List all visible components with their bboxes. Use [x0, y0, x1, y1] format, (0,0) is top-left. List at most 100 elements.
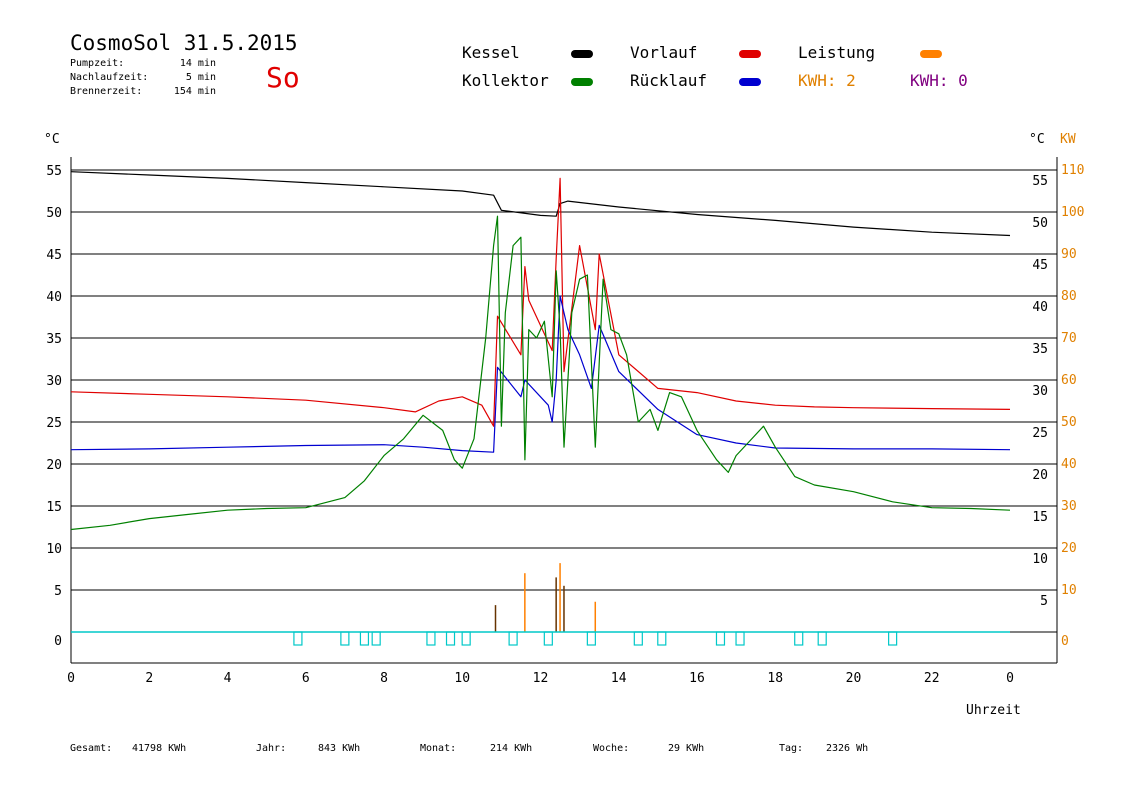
y-axis-unit-left: °C	[44, 132, 60, 147]
y-tick-right: 45	[1032, 258, 1048, 273]
y-tick-left: 10	[46, 542, 62, 557]
y-tick-right: 10	[1032, 552, 1048, 567]
y2-tick: 80	[1061, 289, 1077, 304]
legend-vorlauf-swatch	[739, 50, 761, 58]
legend-ruecklauf-label: Rücklauf	[630, 71, 708, 90]
y2-axis-unit: KW	[1060, 132, 1076, 147]
chart-title: CosmoSol 31.5.2015	[70, 31, 298, 55]
pump-pulse	[445, 631, 456, 646]
legend-kessel-label: Kessel	[462, 43, 520, 62]
y-tick-right: 40	[1032, 300, 1048, 315]
y-tick-right: 25	[1032, 426, 1048, 441]
series-line-vorlauf	[70, 177, 1011, 427]
x-tick: 10	[454, 671, 470, 686]
legend-kwh1: KWH: 2	[798, 71, 856, 90]
y2-tick: 110	[1061, 163, 1084, 178]
footer-monat-label: Monat:	[420, 743, 457, 754]
x-axis-label: Uhrzeit	[966, 703, 1021, 718]
series-lines	[70, 171, 1011, 531]
pump-pulse	[371, 631, 381, 646]
pump-indicator	[71, 631, 1010, 646]
y-tick-left: 30	[46, 374, 62, 389]
legend-ruecklauf-swatch	[739, 78, 761, 86]
footer-monat-value: 214 KWh	[490, 743, 533, 754]
y-tick-left: 35	[46, 332, 62, 347]
y2-tick: 10	[1061, 583, 1077, 598]
pump-pulse	[794, 631, 804, 646]
x-tick: 2	[145, 671, 153, 686]
x-tick: 14	[611, 671, 627, 686]
y-tick-left: 15	[46, 500, 62, 515]
grid-lines	[71, 169, 1057, 633]
pumpzeit-label: Pumpzeit:	[70, 58, 125, 69]
y-tick-left: 45	[46, 248, 62, 263]
y-tick-left: 0	[54, 634, 62, 649]
footer-tag-value: 2326 Wh	[826, 743, 869, 754]
footer-woche-value: 29 KWh	[668, 743, 705, 754]
y2-tick: 50	[1061, 415, 1077, 430]
y2-tick: 60	[1061, 373, 1077, 388]
footer-gesamt-label: Gesamt:	[70, 743, 113, 754]
x-tick: 16	[689, 671, 705, 686]
pumpzeit-value: 14 min	[179, 58, 216, 69]
legend-kessel-swatch	[571, 50, 593, 58]
series-line-ruecklauf	[70, 295, 1011, 453]
footer-jahr-label: Jahr:	[256, 743, 287, 754]
power-spikes	[494, 563, 597, 632]
legend-vorlauf-label: Vorlauf	[630, 43, 698, 62]
x-tick: 6	[302, 671, 310, 686]
x-tick: 22	[924, 671, 940, 686]
x-tick: 8	[380, 671, 388, 686]
y-tick-right: 55	[1032, 174, 1048, 189]
pump-pulse	[543, 631, 553, 646]
nachlaufzeit-value: 5 min	[185, 72, 216, 83]
y-tick-right: 15	[1032, 510, 1048, 525]
legend-leistung-swatch	[920, 50, 942, 58]
legend-kollektor-swatch	[571, 78, 593, 86]
pump-pulse	[586, 631, 596, 646]
pump-pulse	[461, 631, 471, 646]
axes	[70, 157, 1058, 664]
footer-jahr-value: 843 KWh	[318, 743, 361, 754]
pump-pulse	[633, 631, 643, 646]
y2-tick: 20	[1061, 541, 1077, 556]
weekday-label: So	[266, 61, 300, 94]
y-tick-left: 55	[46, 164, 62, 179]
y-tick-left: 5	[54, 584, 62, 599]
x-tick: 12	[533, 671, 549, 686]
legend-leistung-label: Leistung	[798, 43, 876, 62]
y-tick-right: 30	[1032, 384, 1048, 399]
pump-pulse	[359, 631, 370, 646]
x-tick: 0	[1006, 671, 1014, 686]
legend-kollektor-label: Kollektor	[462, 71, 549, 90]
y-tick-left: 40	[46, 290, 62, 305]
y2-tick: 0	[1061, 634, 1069, 649]
x-tick: 20	[846, 671, 862, 686]
y-tick-right: 20	[1032, 468, 1048, 483]
pump-pulse	[735, 631, 745, 646]
brennerzeit-label: Brennerzeit:	[70, 86, 143, 97]
y2-tick: 30	[1061, 499, 1077, 514]
y-axis-unit-right: °C	[1029, 132, 1045, 147]
y-tick-right: 35	[1032, 342, 1048, 357]
series-line-kollektor	[70, 215, 1011, 531]
y-tick-right: 5	[1040, 594, 1048, 609]
footer-tag-label: Tag:	[779, 743, 804, 754]
x-tick: 0	[67, 671, 75, 686]
pump-pulse	[657, 631, 667, 646]
y2-tick: 100	[1061, 205, 1084, 220]
pump-pulse	[817, 631, 827, 646]
y2-tick: 90	[1061, 247, 1077, 262]
pump-pulse	[508, 631, 518, 646]
y-tick-left: 25	[46, 416, 62, 431]
y2-tick: 40	[1061, 457, 1077, 472]
y-tick-left: 50	[46, 206, 62, 221]
pump-pulse	[340, 631, 350, 646]
x-tick: 4	[224, 671, 232, 686]
nachlaufzeit-label: Nachlaufzeit:	[70, 72, 149, 83]
y2-tick: 70	[1061, 331, 1077, 346]
brennerzeit-value: 154 min	[173, 86, 216, 97]
y-tick-left: 20	[46, 458, 62, 473]
pump-pulse	[715, 631, 726, 646]
